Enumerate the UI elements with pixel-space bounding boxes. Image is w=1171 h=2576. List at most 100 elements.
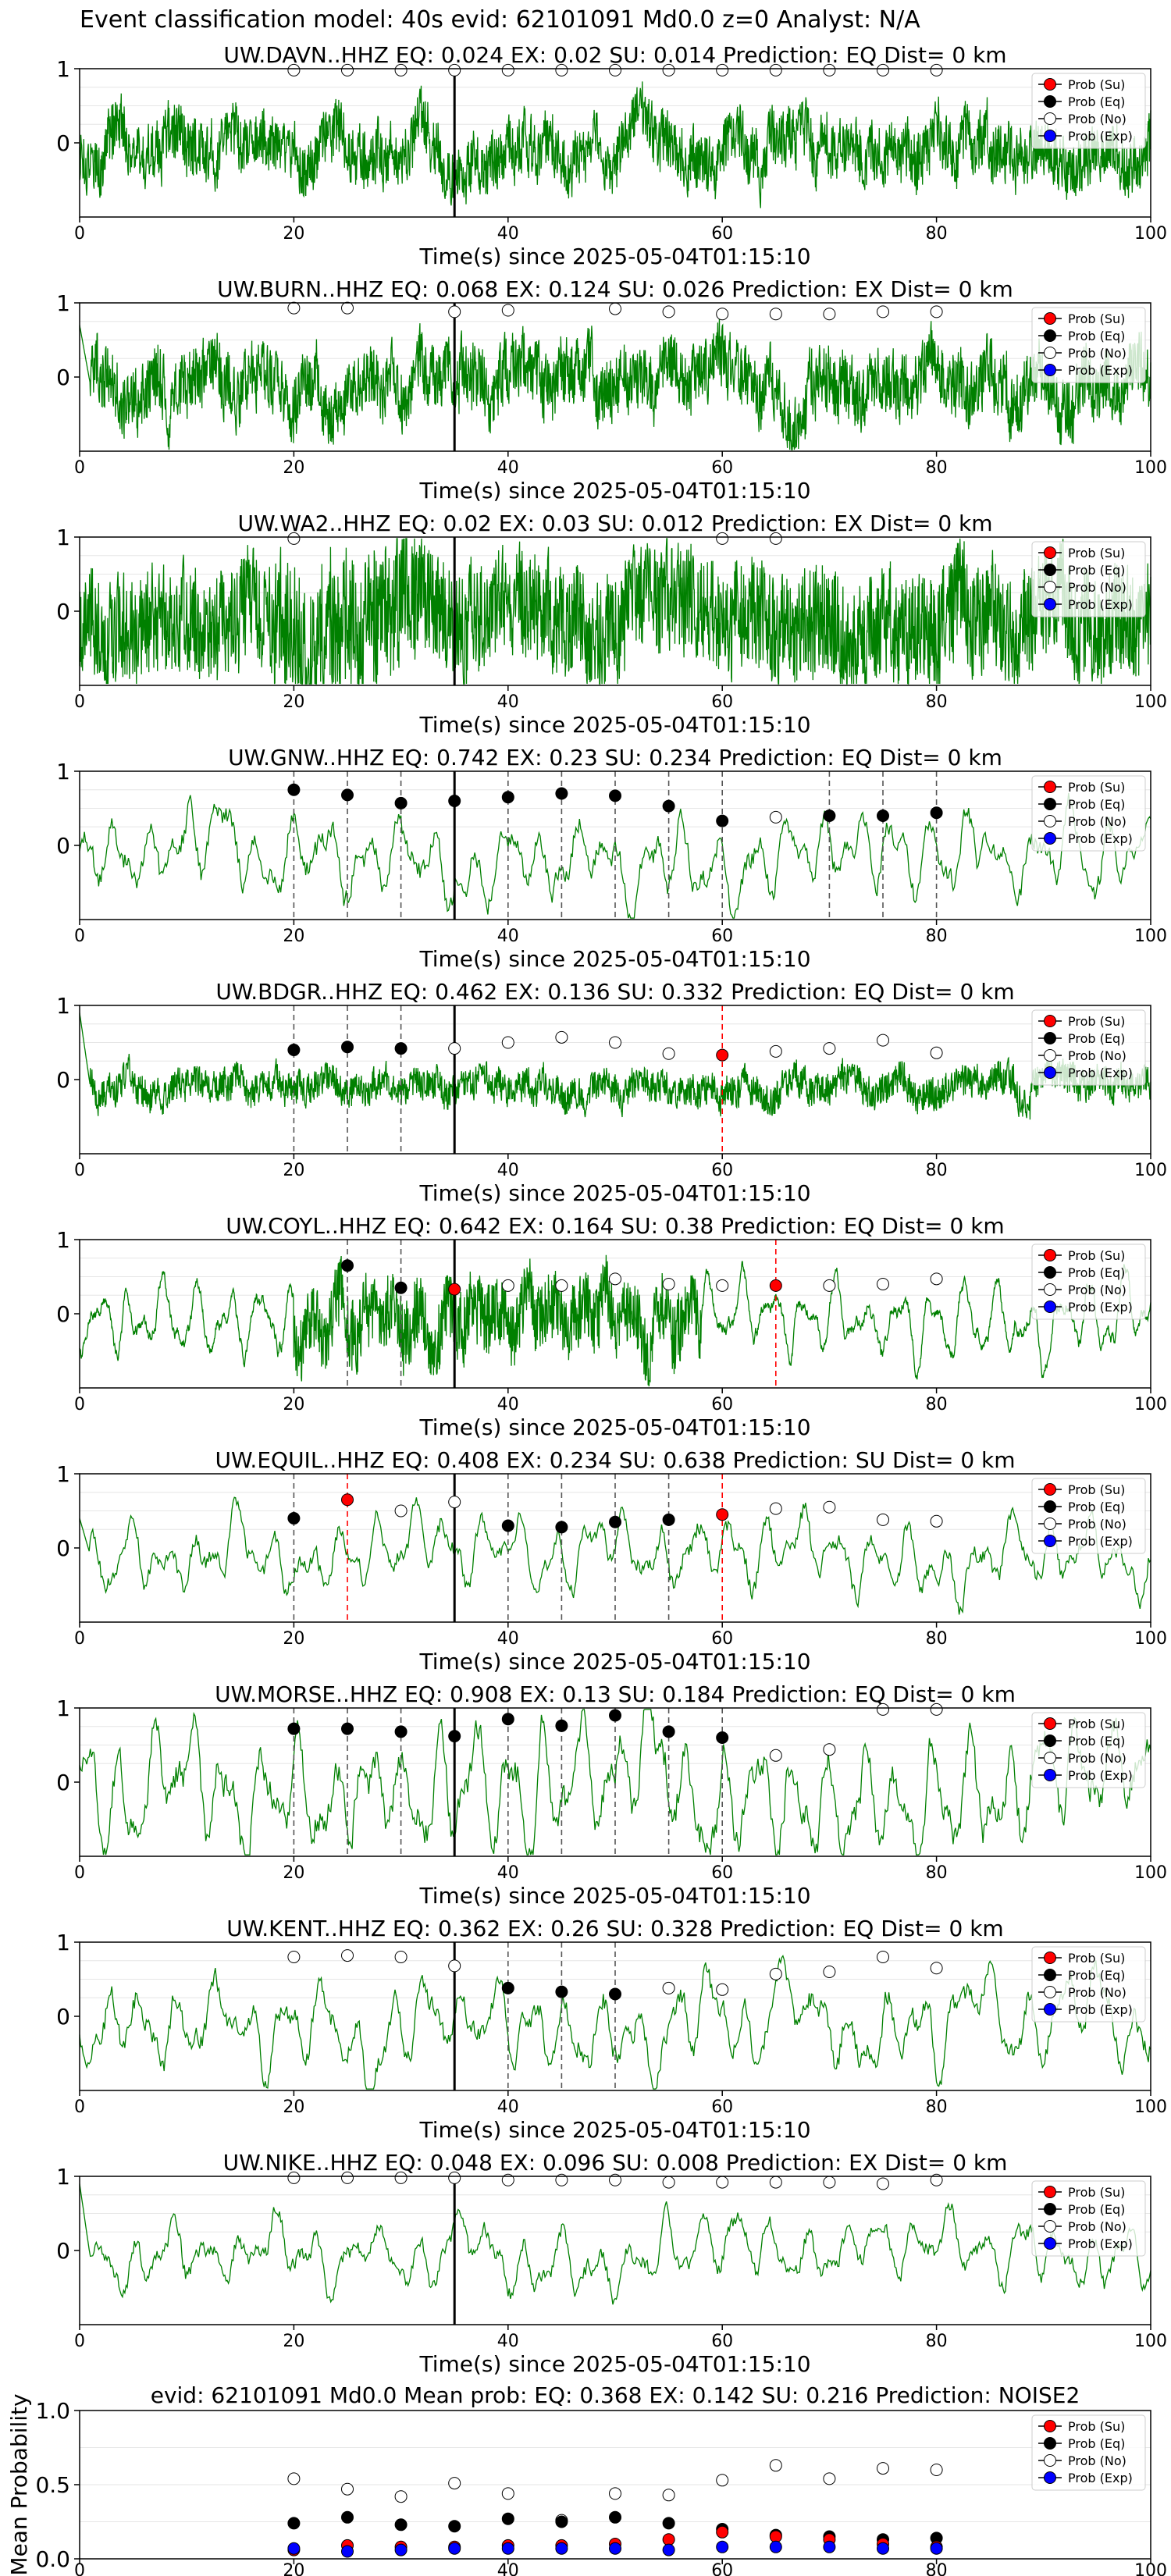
legend-marker (1044, 2203, 1056, 2215)
station-panel-kent: UW.KENT..HHZ EQ: 0.362 EX: 0.26 SU: 0.32… (56, 1916, 1167, 2143)
legend-label: Prob (Eq) (1068, 2202, 1125, 2217)
prob-marker (769, 1502, 782, 1515)
x-tick-label: 20 (283, 2332, 304, 2351)
legend-marker (1044, 2454, 1056, 2467)
prob-marker (769, 308, 782, 321)
mean-prob-marker (609, 2510, 621, 2524)
prob-marker (716, 2176, 729, 2189)
x-axis-label: Time(s) since 2025-05-04T01:15:10 (418, 244, 810, 269)
legend-label: Prob (Su) (1068, 1951, 1125, 1966)
legend-marker (1044, 2220, 1056, 2233)
prob-marker (341, 1493, 354, 1507)
y-tick-label: 1 (56, 2164, 70, 2190)
x-tick-label: 20 (283, 1395, 304, 1414)
prob-marker (716, 63, 729, 76)
legend-label: Prob (Eq) (1068, 329, 1125, 343)
legend-marker (1044, 1986, 1056, 1998)
prob-marker (823, 1042, 836, 1055)
legend-box (1031, 1478, 1146, 1554)
prob-marker (341, 788, 354, 802)
x-tick-label: 0 (74, 2097, 85, 2117)
legend-marker (1044, 1066, 1056, 1079)
y-tick-label: 1 (56, 56, 70, 82)
x-tick-label: 20 (283, 692, 304, 712)
legend-label: Prob (Eq) (1068, 94, 1125, 109)
prob-marker (609, 1272, 621, 1286)
prob-marker (287, 1722, 301, 1735)
x-tick-label: 0 (74, 692, 85, 712)
x-tick-label: 0 (74, 1395, 85, 1414)
prob-marker (877, 1034, 889, 1047)
x-tick-label: 60 (711, 2561, 733, 2576)
prob-marker (930, 305, 943, 318)
legend-marker (1044, 2237, 1056, 2250)
x-tick-label: 0 (74, 1863, 85, 1883)
x-tick-label: 60 (711, 1629, 733, 1649)
legend-label: Prob (No) (1068, 112, 1127, 126)
x-tick-label: 20 (283, 458, 304, 478)
prob-marker (341, 1722, 354, 1735)
prob-marker (609, 789, 621, 802)
legend-marker (1044, 2437, 1056, 2450)
prob-marker (930, 1272, 943, 1286)
y-tick-label: 0.0 (35, 2546, 70, 2572)
y-tick-label: 0 (56, 1301, 70, 1327)
legend-marker (1044, 1969, 1056, 1981)
legend-label: Prob (No) (1068, 1985, 1127, 2000)
x-tick-label: 0 (74, 458, 85, 478)
prob-marker (448, 63, 461, 76)
prob-marker (769, 63, 782, 76)
x-tick-label: 20 (283, 1161, 304, 1180)
legend-label: Prob (Exp) (1068, 1768, 1133, 1783)
station-panel-gnw: UW.GNW..HHZ EQ: 0.742 EX: 0.23 SU: 0.234… (56, 745, 1167, 972)
prob-marker (769, 2176, 782, 2189)
legend-label: Prob (Su) (1068, 311, 1125, 326)
prob-marker (877, 2177, 889, 2190)
y-tick-label: 0 (56, 599, 70, 624)
mean-prob-marker (555, 2542, 568, 2555)
legend-marker (1044, 546, 1056, 559)
x-tick-label: 60 (711, 224, 733, 244)
legend-label: Prob (Eq) (1068, 797, 1125, 812)
x-tick-label: 40 (497, 2097, 519, 2117)
panel-title: UW.EQUIL..HHZ EQ: 0.408 EX: 0.234 SU: 0.… (215, 1447, 1015, 1473)
x-tick-label: 80 (926, 2097, 948, 2117)
prob-marker (716, 1508, 729, 1521)
legend-marker (1044, 798, 1056, 810)
prob-marker (555, 63, 568, 76)
x-axis-label: Time(s) since 2025-05-04T01:15:10 (418, 478, 810, 503)
prob-marker (823, 1966, 836, 1978)
legend-marker (1044, 781, 1056, 793)
x-tick-label: 0 (74, 1161, 85, 1180)
legend-label: Prob (Su) (1068, 1717, 1125, 1731)
prob-marker (394, 1042, 408, 1055)
y-tick-label: 1 (56, 759, 70, 785)
legend-label: Prob (Su) (1068, 77, 1125, 92)
legend-marker (1044, 581, 1056, 593)
mean-prob-marker (662, 2489, 675, 2502)
legend-label: Prob (No) (1068, 1048, 1127, 1063)
prob-marker (287, 1951, 301, 1963)
prob-marker (823, 1500, 836, 1514)
x-axis-label: Time(s) since 2025-05-04T01:15:10 (418, 1883, 810, 1909)
panel-title: UW.MORSE..HHZ EQ: 0.908 EX: 0.13 SU: 0.1… (215, 1681, 1016, 1707)
prob-marker (877, 63, 889, 76)
prob-marker (394, 2171, 408, 2184)
x-tick-label: 20 (283, 224, 304, 244)
prob-marker (448, 1959, 461, 1973)
prob-marker (662, 1513, 675, 1526)
x-tick-label: 80 (926, 2332, 948, 2351)
prob-marker (501, 1279, 514, 1292)
station-panel-morse: UW.MORSE..HHZ EQ: 0.908 EX: 0.13 SU: 0.1… (56, 1681, 1167, 1909)
prob-marker (716, 814, 729, 827)
prob-marker (341, 2171, 354, 2184)
legend-label: Prob (Su) (1068, 1248, 1125, 1263)
mean-prob-marker (287, 2517, 301, 2530)
prob-marker (341, 1041, 354, 1054)
legend-marker (1044, 1249, 1056, 1261)
y-tick-label: 0.5 (35, 2472, 70, 2498)
y-tick-label: 1 (56, 525, 70, 550)
prob-marker (555, 1521, 568, 1534)
prob-marker (287, 1044, 301, 1056)
